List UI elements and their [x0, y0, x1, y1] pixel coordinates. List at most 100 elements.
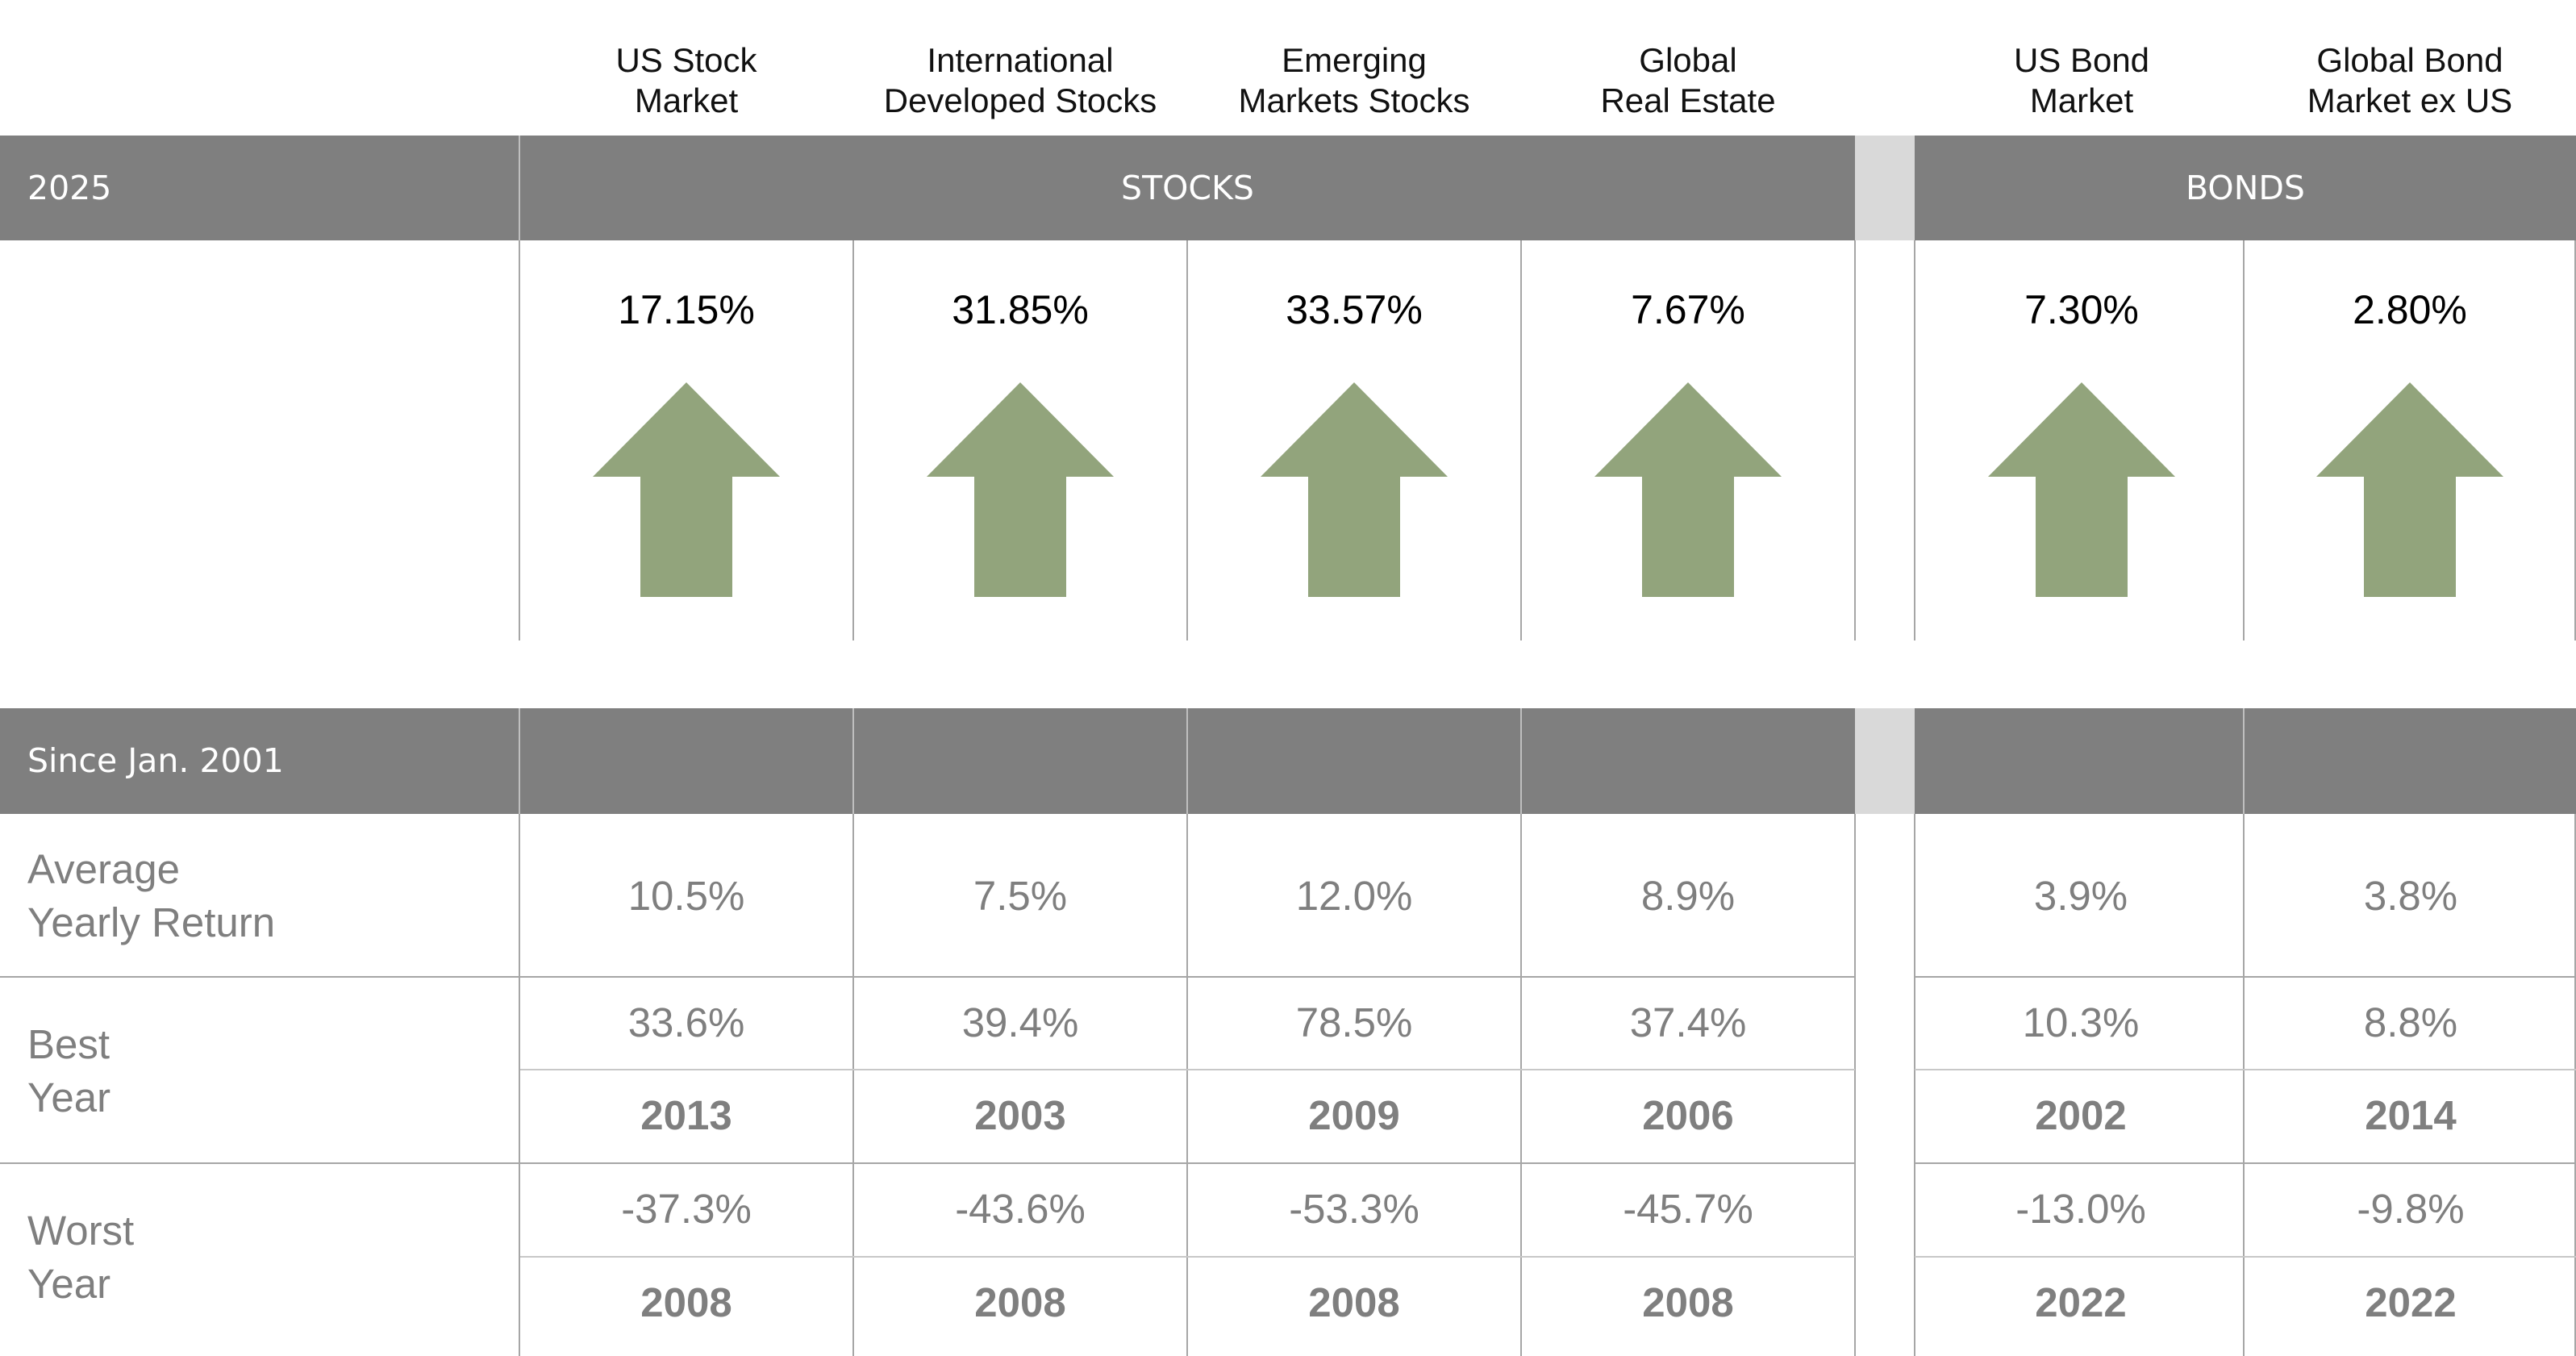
- top-band-left: [0, 136, 1855, 240]
- row-label-best-year: Best Year: [27, 1018, 110, 1124]
- period-label: Since Jan. 2001: [27, 741, 284, 780]
- column-header-line2: Markets Stocks: [1238, 81, 1470, 119]
- grid-line: [1854, 814, 1856, 1356]
- column-header-line2: Market: [634, 81, 739, 119]
- return-2025-emerging: 33.57%: [1286, 287, 1423, 332]
- column-header-line2: Developed Stocks: [883, 81, 1157, 119]
- worst-year-cell: 2008: [1308, 1279, 1400, 1325]
- row-label-line1: Worst: [27, 1208, 135, 1254]
- up-arrow-icon: [1594, 382, 1782, 597]
- row-label-line2: Year: [27, 1074, 111, 1120]
- bottom-band-gap: [1855, 708, 1915, 814]
- grid-line: [852, 814, 854, 1356]
- row-divider: [520, 1069, 1855, 1070]
- row-label-average-yearly-return: Average Yearly Return: [27, 843, 275, 949]
- worst-return-cell: -37.3%: [621, 1186, 752, 1232]
- row-label-worst-year: Worst Year: [27, 1204, 134, 1311]
- year-label: 2025: [27, 169, 112, 207]
- grid-line: [1186, 240, 1188, 640]
- best-return-cell: 8.8%: [2363, 999, 2458, 1045]
- return-2025-intl-developed: 31.85%: [952, 287, 1089, 332]
- return-2025-real-estate: 7.67%: [1631, 287, 1745, 332]
- grid-line: [1186, 814, 1188, 1356]
- best-return-cell: 33.6%: [627, 999, 745, 1045]
- row-divider: [0, 1162, 1855, 1164]
- grid-line: [852, 240, 854, 640]
- worst-year-cell: 2008: [1642, 1279, 1734, 1325]
- grid-line: [2574, 240, 2576, 640]
- best-year-cell: 2014: [2365, 1092, 2457, 1138]
- column-header-line2: Real Estate: [1600, 81, 1776, 119]
- band-divider: [1520, 708, 1522, 814]
- grid-line: [1914, 240, 1915, 640]
- average-return-cell: 7.5%: [973, 873, 1068, 919]
- best-return-cell: 39.4%: [961, 999, 1079, 1045]
- column-header-emerging-markets: Emerging Markets Stocks: [1185, 40, 1524, 121]
- best-year-cell: 2002: [2035, 1092, 2127, 1138]
- row-label-line1: Best: [27, 1021, 110, 1067]
- column-header-line1: US Stock: [615, 41, 757, 79]
- column-header-line2: Market ex US: [2307, 81, 2513, 119]
- worst-return-cell: -43.6%: [955, 1186, 1086, 1232]
- column-header-line1: US Bond: [2013, 41, 2150, 79]
- best-year-cell: 2003: [974, 1092, 1066, 1138]
- column-header-line1: Emerging: [1282, 41, 1427, 79]
- column-header-us-stock-market: US Stock Market: [517, 40, 856, 121]
- bonds-group-label: BONDS: [2186, 169, 2305, 207]
- worst-year-cell: 2008: [974, 1279, 1066, 1325]
- column-header-global-bond-ex-us: Global Bond Market ex US: [2240, 40, 2576, 121]
- row-divider: [1915, 1069, 2576, 1070]
- grid-line: [519, 240, 520, 640]
- grid-line: [1520, 240, 1522, 640]
- row-divider: [520, 1256, 1855, 1258]
- grid-line: [2243, 814, 2245, 1356]
- best-year-cell: 2009: [1308, 1092, 1400, 1138]
- row-divider: [0, 976, 1855, 978]
- row-divider: [1915, 1162, 2576, 1164]
- column-header-line1: Global: [1639, 41, 1737, 79]
- row-label-line1: Average: [27, 846, 181, 892]
- grid-line: [1914, 814, 1915, 1356]
- band-divider: [2243, 708, 2245, 814]
- worst-year-cell: 2022: [2035, 1279, 2127, 1325]
- worst-year-cell: 2022: [2365, 1279, 2457, 1325]
- top-band-right: [1915, 136, 2576, 240]
- bottom-band-left: [0, 708, 1855, 814]
- worst-return-cell: -9.8%: [2357, 1186, 2465, 1232]
- stocks-group-label: STOCKS: [1121, 169, 1254, 207]
- worst-return-cell: -45.7%: [1623, 1186, 1753, 1232]
- average-return-cell: 8.9%: [1640, 873, 1736, 919]
- average-return-cell: 10.5%: [627, 873, 745, 919]
- up-arrow-icon: [1988, 382, 2175, 597]
- up-arrow-icon: [927, 382, 1114, 597]
- best-year-cell: 2013: [640, 1092, 732, 1138]
- best-return-cell: 37.4%: [1629, 999, 1747, 1045]
- grid-line: [2243, 240, 2245, 640]
- return-2025-us-bond: 7.30%: [2024, 287, 2139, 332]
- average-return-cell: 12.0%: [1295, 873, 1413, 919]
- grid-line: [1854, 240, 1856, 640]
- average-return-cell: 3.9%: [2033, 873, 2128, 919]
- worst-year-cell: 2008: [640, 1279, 732, 1325]
- return-2025-global-bond: 2.80%: [2353, 287, 2467, 332]
- band-divider: [519, 708, 520, 814]
- return-2025-us-stock: 17.15%: [618, 287, 755, 332]
- grid-line: [2574, 814, 2576, 1356]
- top-band-gap: [1855, 136, 1915, 240]
- average-return-cell: 3.8%: [2363, 873, 2458, 919]
- column-header-international-developed: International Developed Stocks: [851, 40, 1190, 121]
- up-arrow-icon: [2316, 382, 2503, 597]
- grid-line: [1520, 814, 1522, 1356]
- row-label-line2: Year: [27, 1261, 111, 1307]
- band-divider: [519, 136, 520, 240]
- best-return-cell: 10.3%: [2022, 999, 2140, 1045]
- row-divider: [1915, 1256, 2576, 1258]
- column-header-line1: Global Bond: [2316, 41, 2503, 79]
- column-header-line1: International: [927, 41, 1114, 79]
- bottom-band-right: [1915, 708, 2576, 814]
- column-header-line2: Market: [2029, 81, 2134, 119]
- up-arrow-icon: [1261, 382, 1448, 597]
- best-return-cell: 78.5%: [1295, 999, 1413, 1045]
- row-label-line2: Yearly Return: [27, 899, 276, 945]
- column-header-global-real-estate: Global Real Estate: [1519, 40, 1857, 121]
